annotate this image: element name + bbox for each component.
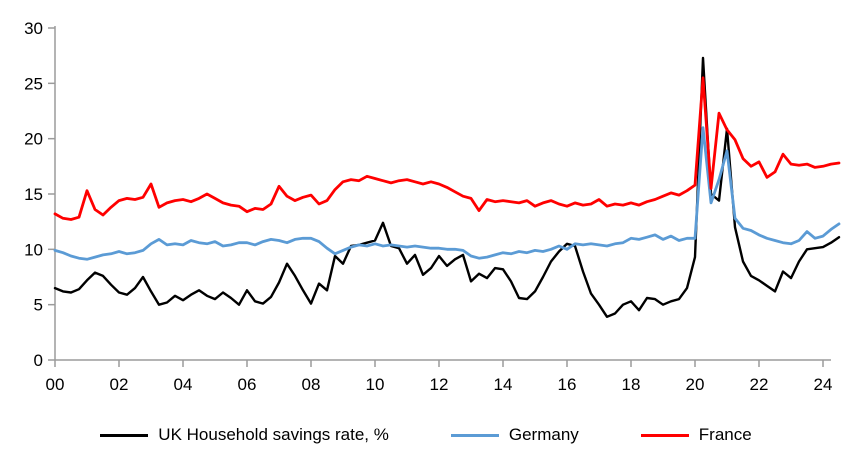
y-axis-tick-label: 20 bbox=[24, 130, 43, 149]
y-axis-tick-label: 25 bbox=[24, 74, 43, 93]
series-line-germany bbox=[53, 126, 841, 261]
x-axis-tick-label: 08 bbox=[302, 375, 321, 394]
legend-label-uk: UK Household savings rate, % bbox=[158, 425, 389, 444]
x-axis-tick-label: 18 bbox=[622, 375, 641, 394]
legend-item-germany: Germany bbox=[450, 425, 579, 445]
x-axis-tick-label: 06 bbox=[238, 375, 257, 394]
y-axis-tick-label: 30 bbox=[24, 19, 43, 38]
x-axis-tick-label: 00 bbox=[46, 375, 65, 394]
uk-line-swatch bbox=[100, 433, 149, 437]
line-chart-plot-area: 0 5 10 15 20 25 30 00 02 04 06 08 10 12 14 16 18 20 22 24 bbox=[24, 19, 841, 394]
x-axis-tick-label: 14 bbox=[494, 375, 513, 394]
series-line-france bbox=[53, 76, 841, 221]
x-axis-tick-label: 12 bbox=[430, 375, 449, 394]
y-axis-tick-label: 0 bbox=[34, 351, 43, 370]
y-axis-tick-label: 5 bbox=[34, 296, 43, 315]
legend-label-france: France bbox=[698, 425, 752, 444]
x-axis-tick-label: 20 bbox=[686, 375, 705, 394]
x-axis-tick-label: 16 bbox=[558, 375, 577, 394]
legend-item-france: France bbox=[640, 425, 752, 445]
x-axis-tick-label: 10 bbox=[366, 375, 385, 394]
france-line-swatch bbox=[640, 433, 689, 437]
legend-item-uk: UK Household savings rate, % bbox=[100, 425, 389, 445]
x-axis-tick-label: 24 bbox=[814, 375, 833, 394]
y-axis-tick-label: 10 bbox=[24, 240, 43, 259]
chart-legend: UK Household savings rate, % Germany Fra… bbox=[0, 425, 852, 445]
x-axis-tick-label: 04 bbox=[174, 375, 193, 394]
y-axis-tick-label: 15 bbox=[24, 185, 43, 204]
legend-label-germany: Germany bbox=[508, 425, 579, 444]
x-axis-tick-label: 02 bbox=[110, 375, 129, 394]
germany-line-swatch bbox=[450, 433, 499, 437]
x-axis-tick-label: 22 bbox=[750, 375, 769, 394]
